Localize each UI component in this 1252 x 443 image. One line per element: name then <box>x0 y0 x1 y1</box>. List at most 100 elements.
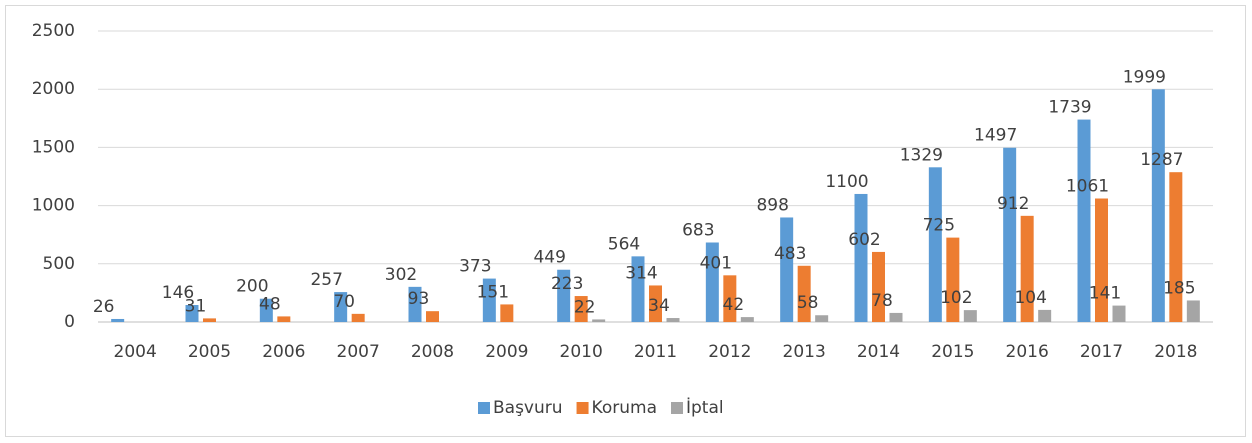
y-tick-label: 2500 <box>32 21 75 41</box>
data-label: 93 <box>408 289 430 309</box>
data-label: 1100 <box>825 172 868 192</box>
bar <box>963 310 977 322</box>
data-label: 314 <box>625 263 657 283</box>
data-label: 22 <box>574 297 596 317</box>
data-label: 146 <box>162 283 194 303</box>
bar <box>1038 309 1052 322</box>
legend-swatch <box>576 402 589 414</box>
bar <box>740 317 754 322</box>
x-tick-label: 2011 <box>634 342 677 362</box>
y-tick-label: 1000 <box>32 196 75 216</box>
bar <box>854 193 868 322</box>
x-tick-label: 2014 <box>857 342 900 362</box>
legend-label: Koruma <box>592 398 657 418</box>
y-tick-label: 500 <box>43 254 75 274</box>
data-label: 151 <box>477 282 509 302</box>
x-tick-label: 2005 <box>188 342 231 362</box>
bar <box>557 269 571 322</box>
bar <box>1186 300 1200 322</box>
y-tick-label: 0 <box>64 312 75 332</box>
bar <box>780 217 794 322</box>
bar <box>928 167 942 322</box>
data-label: 302 <box>385 265 417 285</box>
data-label: 42 <box>723 295 745 315</box>
x-tick-label: 2012 <box>708 342 751 362</box>
bar <box>1151 89 1165 322</box>
data-label: 602 <box>848 230 880 250</box>
bar <box>1169 172 1183 322</box>
x-tick-label: 2013 <box>783 342 826 362</box>
x-tick-label: 2009 <box>485 342 528 362</box>
data-label: 912 <box>997 194 1029 214</box>
bar <box>649 285 662 322</box>
data-label: 1739 <box>1048 98 1091 118</box>
bar <box>408 286 422 322</box>
legend-label: Başvuru <box>493 398 563 418</box>
bar <box>1095 198 1108 322</box>
bar <box>797 265 811 322</box>
data-label: 483 <box>774 244 806 264</box>
x-tick-label: 2015 <box>931 342 974 362</box>
data-label: 78 <box>871 291 893 311</box>
bar <box>426 311 439 322</box>
bar <box>1003 147 1017 322</box>
bar <box>631 256 645 322</box>
x-tick-label: 2004 <box>114 342 157 362</box>
bar <box>889 312 903 322</box>
bar <box>334 292 348 322</box>
bar <box>111 318 125 322</box>
data-label: 185 <box>1163 278 1195 298</box>
bar <box>351 313 365 322</box>
x-tick-label: 2016 <box>1006 342 1049 362</box>
x-tick-label: 2018 <box>1154 342 1197 362</box>
y-tick-label: 1500 <box>32 137 75 157</box>
data-label: 1287 <box>1140 150 1183 170</box>
bar <box>185 305 199 322</box>
bar <box>1020 215 1034 322</box>
bar <box>946 237 960 322</box>
bar <box>259 298 273 322</box>
data-label: 1999 <box>1123 67 1166 87</box>
data-label: 564 <box>608 234 640 254</box>
bar <box>592 319 606 322</box>
data-label: 683 <box>682 220 714 240</box>
data-label: 1497 <box>974 126 1017 146</box>
x-tick-label: 2006 <box>262 342 305 362</box>
data-label: 48 <box>259 294 281 314</box>
data-label: 257 <box>310 270 342 290</box>
data-label: 401 <box>700 253 732 273</box>
data-label: 725 <box>923 216 955 236</box>
data-label: 1061 <box>1066 176 1109 196</box>
bar <box>723 275 737 322</box>
bar <box>203 318 216 322</box>
bar <box>1077 119 1091 322</box>
bar <box>872 251 885 322</box>
data-label: 1329 <box>900 145 943 165</box>
data-label: 102 <box>940 288 972 308</box>
data-label: 70 <box>333 292 355 312</box>
bar <box>815 315 829 322</box>
data-label: 449 <box>533 248 565 268</box>
x-tick-label: 2008 <box>411 342 454 362</box>
chart-frame <box>5 5 1246 437</box>
data-label: 141 <box>1089 284 1121 304</box>
data-label: 58 <box>797 293 819 313</box>
x-tick-label: 2007 <box>337 342 380 362</box>
bar <box>482 278 496 322</box>
bar <box>666 318 680 322</box>
data-label: 200 <box>236 277 268 297</box>
bar <box>705 242 719 322</box>
data-label: 34 <box>648 296 670 316</box>
legend-label: İptal <box>686 397 724 418</box>
y-tick-label: 2000 <box>32 79 75 99</box>
bar <box>500 304 514 322</box>
data-label: 104 <box>1014 288 1046 308</box>
legend-swatch <box>671 402 683 414</box>
data-label: 898 <box>756 195 788 215</box>
bar <box>574 296 588 322</box>
bar <box>277 316 291 322</box>
data-label: 373 <box>459 257 491 277</box>
x-tick-label: 2010 <box>560 342 603 362</box>
x-tick-label: 2017 <box>1080 342 1123 362</box>
